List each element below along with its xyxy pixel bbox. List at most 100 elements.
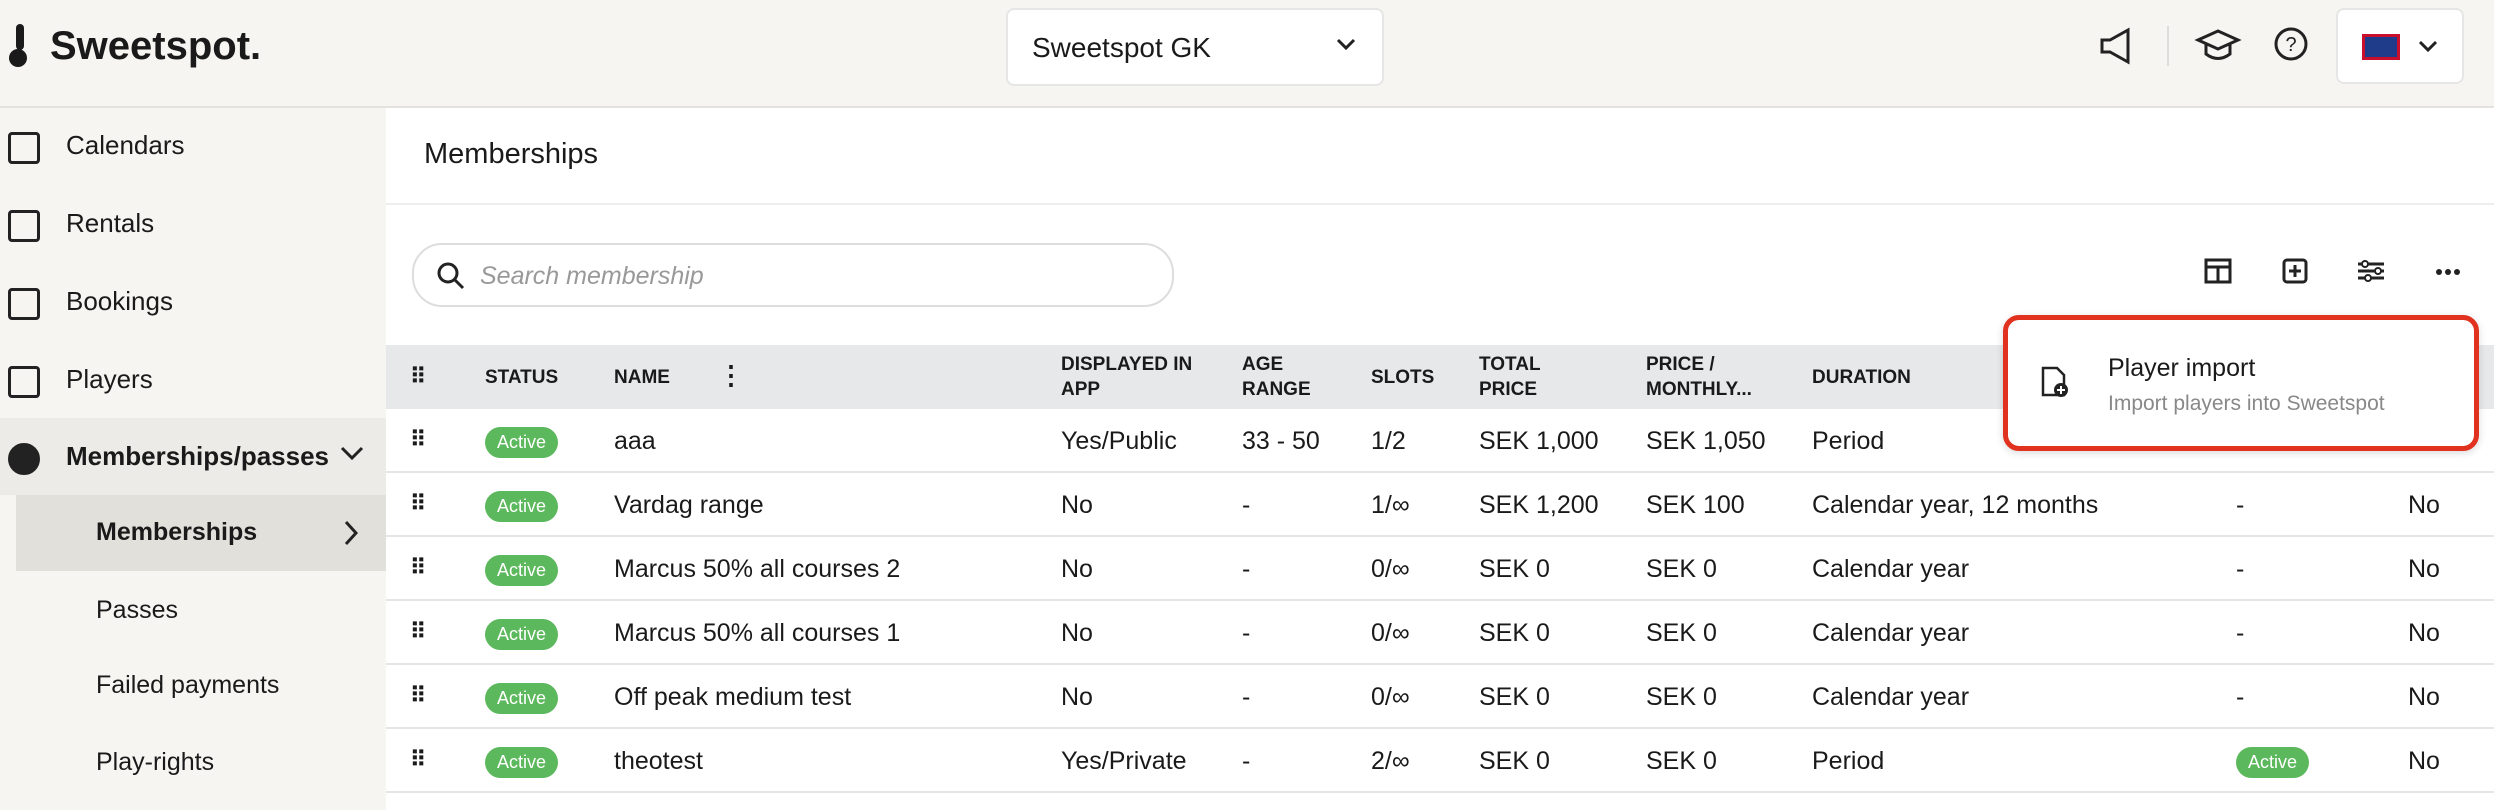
cell: 0/∞ bbox=[1371, 683, 1410, 711]
cell: Period bbox=[1812, 747, 1885, 775]
chevron bbox=[2418, 40, 2438, 53]
row-divider bbox=[386, 599, 2494, 601]
nav-item[interactable]: Rentals bbox=[66, 208, 155, 238]
chevron bbox=[340, 446, 364, 461]
row-divider bbox=[386, 535, 2494, 537]
cell: SEK 0 bbox=[1646, 619, 1717, 647]
popup-title: Player import bbox=[2108, 354, 2256, 382]
cell: - bbox=[2236, 619, 2245, 647]
cell: Vardag range bbox=[614, 491, 764, 519]
nav-icon bbox=[8, 132, 40, 164]
cell: No bbox=[2408, 747, 2440, 775]
search-icon bbox=[437, 262, 465, 290]
svg-text:?: ? bbox=[2285, 34, 2296, 56]
nav-item[interactable]: Calendars bbox=[66, 130, 185, 160]
chevron bbox=[1336, 38, 1356, 51]
nav-icon bbox=[8, 443, 40, 475]
nav-subitem[interactable]: Failed payments bbox=[96, 671, 280, 699]
cell: - bbox=[2236, 491, 2245, 519]
nav-item[interactable]: Bookings bbox=[66, 286, 173, 316]
column-header: PRICE / MONTHLY... bbox=[1646, 354, 1752, 400]
row-divider bbox=[386, 791, 2494, 793]
search-placeholder: Search membership bbox=[480, 262, 704, 290]
search[interactable]: Search membership bbox=[412, 243, 1174, 307]
cell: Calendar year, 12 months bbox=[1812, 491, 2099, 519]
cell: Marcus 50% all courses 2 bbox=[614, 555, 901, 583]
divider bbox=[386, 203, 2494, 205]
cell: No bbox=[1061, 619, 1093, 647]
column-header: DISPLAYED IN APP bbox=[1061, 354, 1193, 400]
column-menu[interactable]: ⋮ bbox=[718, 360, 744, 390]
cell: Calendar year bbox=[1812, 683, 1970, 711]
cell: Yes/Public bbox=[1061, 427, 1177, 455]
cell: No bbox=[1061, 683, 1093, 711]
import-icon bbox=[2041, 366, 2068, 397]
cell: Period bbox=[1812, 427, 1885, 455]
column-header: SLOTS bbox=[1371, 367, 1435, 388]
logo-icon bbox=[9, 24, 27, 67]
cell: aaa bbox=[614, 427, 656, 455]
drag-handle[interactable]: ⠿ bbox=[410, 619, 427, 644]
status-badge: Active bbox=[485, 619, 559, 650]
page-title: Memberships bbox=[424, 138, 599, 170]
cell: - bbox=[2236, 555, 2245, 583]
cell: - bbox=[1242, 555, 1251, 583]
status-badge: Active bbox=[485, 491, 559, 522]
column-header: STATUS bbox=[485, 367, 559, 388]
cell: SEK 0 bbox=[1646, 747, 1717, 775]
column-header: NAME bbox=[614, 367, 670, 388]
cell: - bbox=[1242, 619, 1251, 647]
cell: SEK 1,200 bbox=[1479, 491, 1599, 519]
language-select[interactable] bbox=[2336, 8, 2464, 84]
status-badge: Active bbox=[485, 747, 559, 778]
nav-icon bbox=[8, 288, 40, 320]
drag-handle[interactable]: ⠿ bbox=[410, 491, 427, 516]
logo: Sweetspot. bbox=[50, 24, 262, 68]
toolbar[interactable] bbox=[2204, 256, 2474, 288]
nav-subitem[interactable]: Memberships bbox=[96, 518, 258, 546]
cell: 0/∞ bbox=[1371, 555, 1410, 583]
row-divider bbox=[386, 727, 2494, 729]
cell: SEK 0 bbox=[1646, 555, 1717, 583]
drag-handle: ⠿ bbox=[410, 364, 426, 389]
cell: SEK 0 bbox=[1646, 683, 1717, 711]
drag-handle[interactable]: ⠿ bbox=[410, 555, 427, 580]
cell: No bbox=[2408, 555, 2440, 583]
active-item bbox=[16, 495, 386, 571]
header-icons[interactable]: ? bbox=[2098, 26, 2328, 66]
cell: SEK 1,050 bbox=[1646, 427, 1766, 455]
cell: No bbox=[2408, 491, 2440, 519]
drag-handle[interactable]: ⠿ bbox=[410, 747, 427, 772]
cell: Calendar year bbox=[1812, 555, 1970, 583]
cell: No bbox=[1061, 491, 1093, 519]
cell: SEK 100 bbox=[1646, 491, 1745, 519]
cell: 2/∞ bbox=[1371, 747, 1410, 775]
cell: No bbox=[2408, 619, 2440, 647]
venue-select[interactable]: Sweetspot GK bbox=[1006, 8, 1384, 86]
cell: theotest bbox=[614, 747, 703, 775]
cell: SEK 0 bbox=[1479, 619, 1550, 647]
cell: Calendar year bbox=[1812, 619, 1970, 647]
drag-handle[interactable]: ⠿ bbox=[410, 427, 427, 452]
status-badge: Active bbox=[485, 683, 559, 714]
nav-item[interactable]: Players bbox=[66, 364, 153, 394]
chevron bbox=[344, 520, 359, 546]
cell: SEK 1,000 bbox=[1479, 427, 1599, 455]
status-badge: Active bbox=[485, 427, 559, 458]
drag-handle[interactable]: ⠿ bbox=[410, 683, 427, 708]
cell: - bbox=[1242, 491, 1251, 519]
cell: - bbox=[2236, 683, 2245, 711]
nav-icon bbox=[8, 210, 40, 242]
nav-item[interactable]: Memberships/passes bbox=[66, 441, 330, 471]
cell: 1/∞ bbox=[1371, 491, 1410, 519]
cell: 33 - 50 bbox=[1242, 427, 1320, 455]
status-badge: Active bbox=[485, 555, 559, 586]
venue-name: Sweetspot GK bbox=[1032, 32, 1211, 63]
nav-subitem[interactable]: Play-rights bbox=[96, 748, 215, 776]
column-header: TOTAL PRICE bbox=[1479, 354, 1541, 400]
nav-subitem[interactable]: Passes bbox=[96, 596, 178, 624]
cell: SEK 0 bbox=[1479, 683, 1550, 711]
popup[interactable]: Player import Import players into Sweets… bbox=[2003, 315, 2479, 451]
popup-subtitle: Import players into Sweetspot bbox=[2108, 392, 2385, 415]
